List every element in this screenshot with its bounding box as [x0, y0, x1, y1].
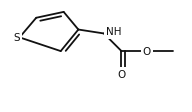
Text: S: S — [13, 33, 20, 43]
Text: NH: NH — [106, 27, 121, 37]
Text: O: O — [117, 69, 126, 79]
Text: O: O — [143, 47, 151, 57]
